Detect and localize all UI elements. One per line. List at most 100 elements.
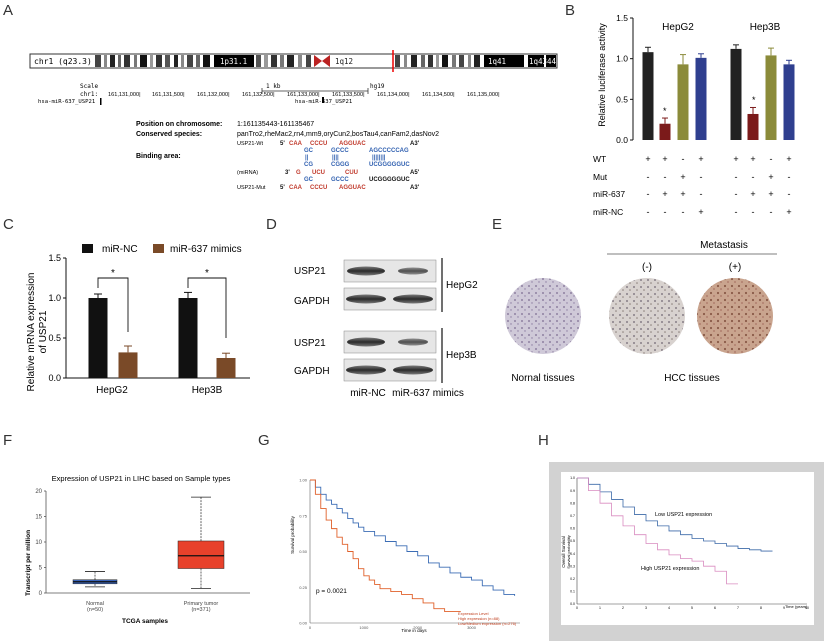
h-xtick-label: 10 [805, 606, 809, 610]
chrom-label: chr1 (q23.3) [34, 57, 92, 66]
b-sign: - [788, 189, 791, 199]
h-ytick-label: 0.9 [570, 489, 575, 493]
c-bar [118, 352, 138, 378]
d-row-usp21-1: USP21 [294, 266, 326, 277]
f-ytick-label: 0 [39, 591, 43, 597]
h-xtick-label: 4 [668, 606, 670, 610]
h-ytick-label: 0.3 [570, 564, 575, 568]
c-cat-hepg2: HepG2 [96, 385, 128, 396]
d-cell-hep3b: Hep3B [446, 350, 477, 361]
h-ylabel: Overall Survival [561, 536, 566, 568]
svg-text:161,134,500|: 161,134,500| [422, 92, 455, 98]
svg-text:161,132,000|: 161,132,000| [197, 92, 230, 98]
b-bar [783, 64, 795, 140]
b-sign: - [664, 207, 667, 217]
b-sign: - [788, 172, 791, 182]
svg-text:UCU: UCU [312, 170, 325, 176]
c-cat-hep3b: Hep3B [192, 385, 223, 396]
f-axis: 0 5 10 15 20 [35, 489, 250, 597]
h-ytick-label: 0.4 [570, 552, 575, 556]
panel-b-luciferase-chart: Relative luciferase activity HepG2 Hep3B… [593, 13, 795, 217]
svg-text:161,132,500|: 161,132,500| [242, 92, 275, 98]
svg-text:161,133,000|: 161,133,000| [287, 92, 320, 98]
g-ytick-label: 1.00 [299, 478, 308, 483]
svg-text:5': 5' [280, 141, 285, 147]
b-axis: 0.0 0.5 1.0 1.5 [616, 13, 634, 145]
c-legend-637: miR-637 mimics [170, 244, 242, 255]
svg-text:UCGGGGGUC: UCGGGGGUC [369, 177, 410, 183]
h-xtick-label: 8 [760, 606, 762, 610]
scale-label: Scale [80, 83, 98, 90]
f-box [177, 540, 225, 569]
svg-text:161,135,000|: 161,135,000| [467, 92, 500, 98]
svg-text:CCCU: CCCU [310, 185, 327, 191]
e-hcc-pos-core [697, 278, 773, 354]
position-value: 1:161135443-161135467 [237, 121, 314, 128]
h-curve [577, 477, 773, 552]
panel-a-genome-browser: chr1 (q23.3) [29, 50, 558, 191]
b-bar [747, 113, 759, 140]
b-sign: - [700, 172, 703, 182]
svg-text:A5': A5' [410, 170, 420, 176]
b-sign: - [770, 154, 773, 164]
g-curve [310, 479, 516, 596]
svg-text:161,131,000|: 161,131,000| [108, 92, 141, 98]
g-legend-title: Expression Level [458, 611, 489, 616]
h-xtick-label: 9 [783, 606, 785, 610]
b-bar [695, 57, 707, 140]
conserved-value: panTro2,rheMac2,rn4,mm9,oryCun2,bosTau4,… [237, 131, 439, 138]
b-bar [659, 123, 671, 140]
g-legend-low: Low/Medium expression (n=276) [458, 621, 517, 626]
b-sign: + [662, 189, 667, 199]
assembly-label: hg19 [370, 83, 385, 90]
b-sign: - [735, 172, 738, 182]
b-sign: - [682, 154, 685, 164]
h-ytick-label: 0.8 [570, 501, 575, 505]
panel-label-b: B [565, 2, 576, 19]
svg-text:USP21-Wt: USP21-Wt [237, 141, 263, 147]
e-pos-label: (+) [729, 262, 742, 273]
svg-text:||||||||: |||||||| [372, 155, 386, 161]
svg-text:WT: WT [593, 154, 606, 164]
d-row-gapdh-2: GAPDH [294, 366, 330, 377]
g-axis: 1.00 0.75 0.50 0.25 0.000 1000 2000 3000 [299, 478, 520, 630]
h-high-label: High USP21 expression [641, 566, 699, 572]
h-ytick-label: 0.7 [570, 514, 575, 518]
h-curve [577, 477, 738, 585]
b-star-hepg2: * [663, 106, 667, 116]
panel-label-d: D [266, 216, 277, 233]
svg-text:CUU: CUU [345, 170, 358, 176]
c-legend-swatch-nc [82, 244, 93, 253]
g-ytick-label: 0.75 [299, 513, 308, 518]
c-ylabel-1: Relative mRNA expression [26, 273, 37, 392]
svg-text:GCCC: GCCC [331, 177, 349, 183]
h-xtick-label: 7 [737, 606, 739, 610]
f-ylabel: Transcript per million [25, 530, 32, 596]
b-sign: + [645, 154, 650, 164]
chrom-bands [95, 50, 556, 72]
e-metastasis-title: Metastasis [700, 240, 748, 251]
panel-d-western-blot: USP21 GAPDH USP21 GAPDH HepG2 Hep3B miR-… [294, 258, 478, 399]
g-xlabel: Time in days [401, 628, 427, 633]
g-xtick-label: 0 [309, 625, 312, 630]
chr-coord-label: chr1: [80, 91, 98, 98]
f-boxes [72, 496, 225, 589]
f-ytick-label: 20 [35, 489, 42, 495]
svg-text:A3': A3' [410, 141, 420, 147]
f-cat-tumor: Primary tumor [184, 601, 219, 607]
b-sign: - [735, 189, 738, 199]
b-sign: + [662, 154, 667, 164]
svg-text:A3': A3' [410, 185, 420, 191]
e-normal-label: Nornal tissues [511, 373, 574, 384]
g-xtick-label: 1000 [359, 625, 369, 630]
panel-e-ihc: Metastasis (-) (+) Nornal tissues HCC ti… [505, 240, 777, 384]
b-bar [677, 64, 689, 140]
b-sign: - [752, 172, 755, 182]
svg-text:AGGUAC: AGGUAC [339, 141, 366, 147]
c-legend-nc: miR-NC [102, 244, 138, 255]
c-ytick-label: 1.5 [48, 253, 61, 263]
h-axis: 0.0 0.1 0.2 0.3 0.4 0.5 0.6 0.7 0.8 0.9 1.0 0 1 2 3 4 5 6… [570, 476, 809, 610]
svg-text:CG: CG [304, 162, 313, 168]
g-ylabel: Survival probability [290, 515, 295, 554]
h-xtick-label: 1 [599, 606, 601, 610]
